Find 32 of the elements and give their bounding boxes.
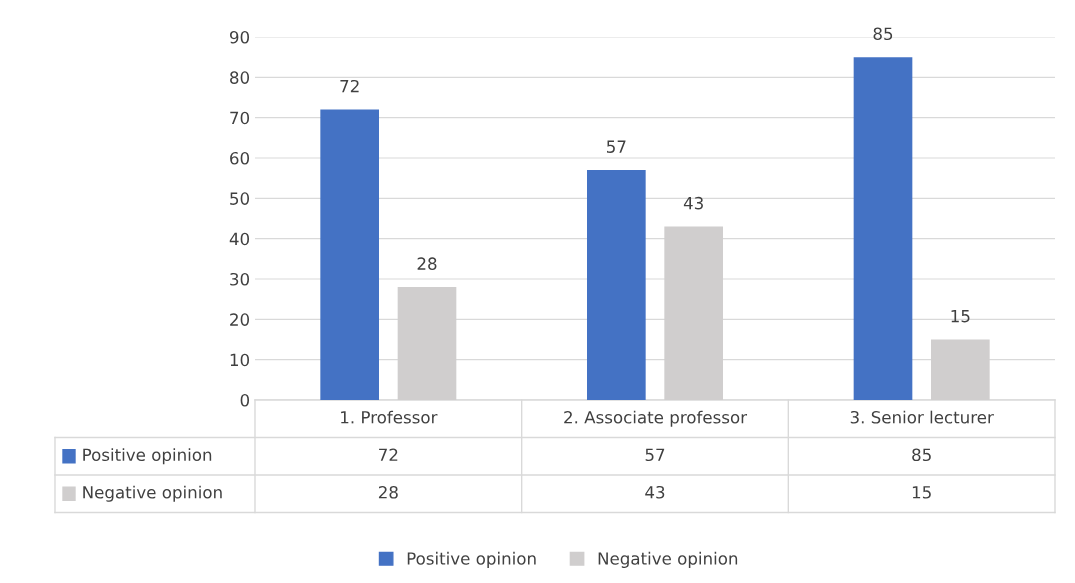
bar <box>853 57 913 400</box>
data-label: 72 <box>340 79 359 93</box>
text: Negative opinion <box>83 485 222 502</box>
text: 43 <box>645 485 665 499</box>
y-tick-label: 70 <box>230 111 250 125</box>
text: 85 <box>912 448 931 462</box>
bar <box>587 170 646 400</box>
legend-label: Positive opinion <box>83 448 212 465</box>
data-label: 85 <box>873 27 893 41</box>
y-tick-label: 50 <box>230 192 250 205</box>
y-tick-label: 40 <box>229 232 250 246</box>
x-tick-label: 3. Senior lecturer <box>850 410 994 424</box>
x-tick-label: 1. Professor <box>341 410 438 424</box>
y-tick-label: 80 <box>230 71 250 84</box>
data-label: 57 <box>607 140 626 153</box>
text: 15 <box>912 486 931 499</box>
x-tick-label: 2. Associate professor <box>564 410 748 427</box>
data-label: 43 <box>683 196 703 210</box>
y-tick-label: 0 <box>240 393 250 407</box>
y-tick-label: 90 <box>229 30 250 44</box>
y-tick-label: 60 <box>230 151 250 165</box>
data-label: 28 <box>417 257 437 270</box>
data-label: 15 <box>951 309 970 323</box>
text: 72 <box>379 448 398 461</box>
text: 28 <box>378 485 398 499</box>
text: 57 <box>645 448 665 462</box>
y-tick-label: 10 <box>230 353 250 367</box>
bar <box>320 109 379 400</box>
y-tick-label: 30 <box>230 272 250 286</box>
y-tick-label: 20 <box>230 313 250 326</box>
text: Positive opinion <box>407 551 536 568</box>
legend-label: Negative opinion <box>598 551 738 568</box>
